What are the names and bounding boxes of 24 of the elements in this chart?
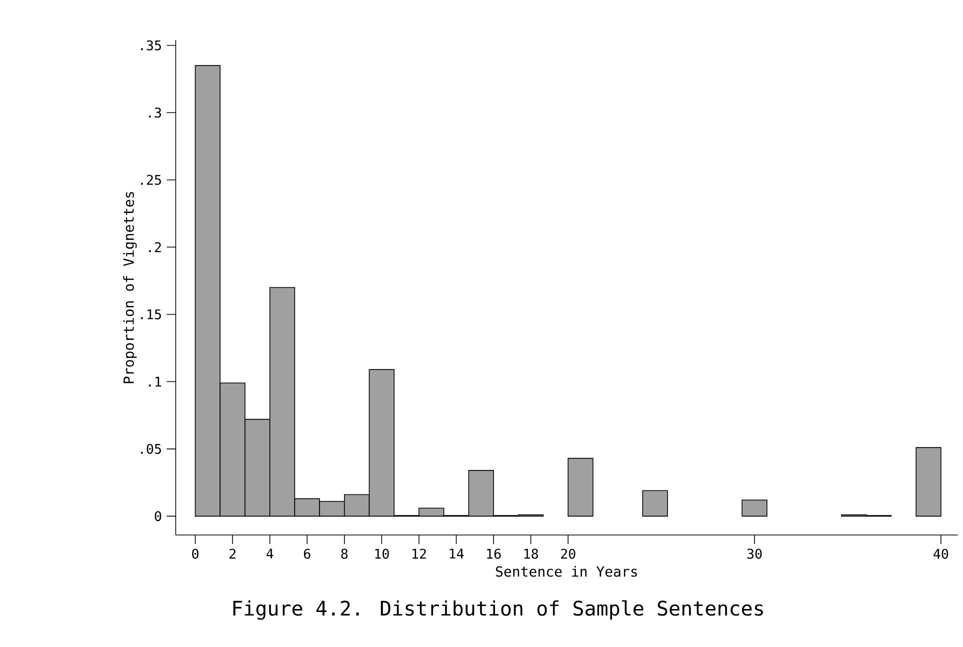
x-tick-label: 30 — [747, 548, 762, 559]
y-tick-label: .2 — [149, 242, 161, 252]
y-tick-label: .35 — [141, 40, 161, 50]
x-axis-title: Sentence in Years — [496, 566, 637, 577]
y-tick-label: .05 — [141, 444, 161, 454]
x-tick-label: 10 — [375, 548, 389, 559]
x-tick-label: 40 — [934, 548, 948, 559]
y-tick-label: .1 — [149, 376, 162, 387]
y-tick-label: 0 — [154, 511, 162, 522]
x-tick-label: 16 — [487, 548, 501, 559]
x-tick-label: 20 — [561, 548, 576, 559]
x-tick-label: 6 — [304, 548, 310, 559]
text: Figure 4.2. Distribution of Sample Sentences — [233, 600, 763, 620]
x-tick-label: 14 — [450, 548, 464, 558]
x-tick-label: 8 — [341, 548, 348, 559]
x-tick-label: 4 — [266, 548, 274, 558]
y-axis-title: Proportion of Vignettes — [123, 192, 137, 384]
y-tick-label: .25 — [141, 174, 161, 185]
x-tick-label: 0 — [192, 548, 198, 559]
x-tick-label: 2 — [230, 548, 236, 559]
x-tick-label: 12 — [412, 548, 426, 559]
x-tick-label: 18 — [524, 548, 538, 559]
y-tick-label: .15 — [141, 309, 161, 320]
y-tick-label: .3 — [149, 108, 161, 118]
